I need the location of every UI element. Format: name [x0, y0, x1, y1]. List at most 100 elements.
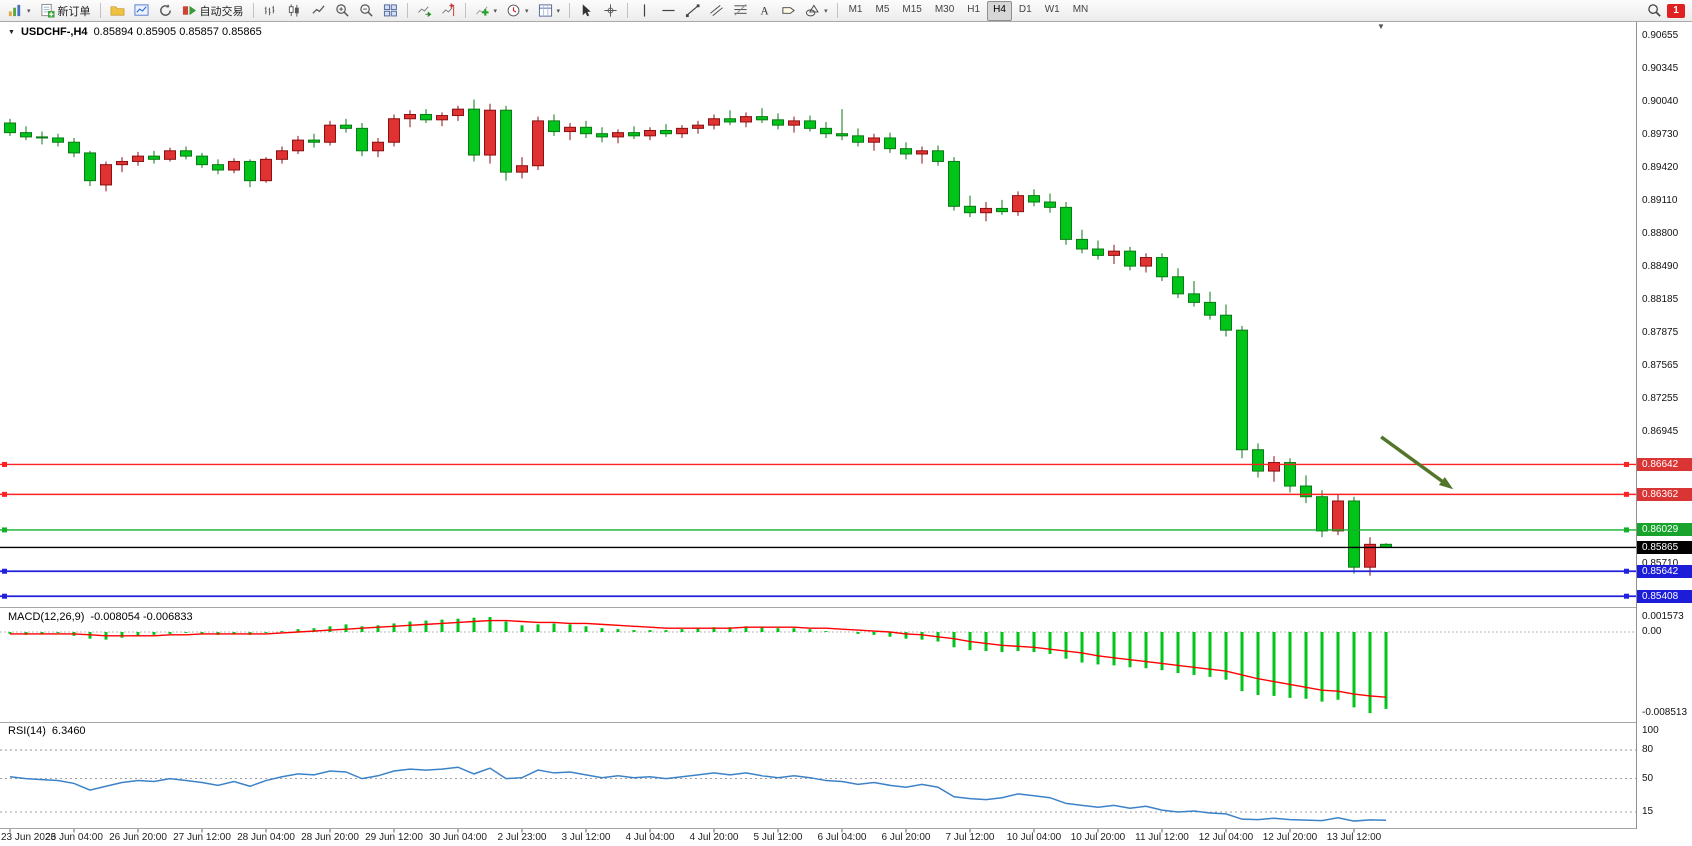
macd-values: -0.008054 -0.006833 [90, 611, 193, 623]
line-handle-right[interactable] [1624, 461, 1629, 467]
candle-body [884, 137, 896, 150]
candle-body [4, 122, 16, 134]
new-chart-button[interactable]: ▾ [4, 0, 35, 22]
horizontal-line-tool-button[interactable] [657, 0, 680, 22]
clock-icon [507, 4, 520, 17]
timeframe-button-M30[interactable]: M30 [934, 3, 955, 15]
price-scale-label: 0.87875 [1642, 326, 1679, 338]
candle-body [900, 148, 912, 155]
candle-body [52, 137, 64, 143]
indicators-button[interactable]: ▾ [471, 0, 502, 22]
candle-body [868, 137, 880, 143]
search-button[interactable] [1643, 0, 1666, 22]
time-axis[interactable]: 23 Jun 2023 26 Jun 04:00 26 Jun 20:00 27 Ju… [0, 829, 1692, 846]
candle-body [1316, 496, 1328, 532]
line-handle-right[interactable] [1624, 593, 1629, 599]
bar-chart-type-button[interactable] [259, 0, 282, 22]
algo-trading-button[interactable]: 自动交易 [178, 0, 248, 22]
autoscroll-button[interactable] [413, 0, 436, 22]
candle-body [708, 118, 720, 126]
crosshair-tool-button[interactable] [599, 0, 622, 22]
indicators-icon [475, 6, 489, 16]
tile-windows-button[interactable] [379, 0, 402, 22]
candle-body [1156, 257, 1168, 278]
symbol-period-label: USDCHF-,H4 [20, 26, 88, 38]
candle-body [1188, 293, 1200, 303]
time-axis-label: 10 Jul 20:00 [1070, 832, 1126, 843]
candle-body [68, 141, 80, 154]
text-tool-button[interactable]: A [753, 0, 776, 22]
chart-collapse-icon[interactable]: ▼ [8, 28, 15, 36]
chart-shift-button[interactable] [437, 0, 460, 22]
line-handle-left[interactable] [2, 461, 7, 467]
trendline-tool-button[interactable] [681, 0, 704, 22]
candle-body [1108, 250, 1120, 256]
candle-body [36, 136, 48, 139]
templates-button[interactable]: ▾ [534, 0, 565, 22]
rsi-line [9, 766, 1387, 822]
candle-body [164, 150, 176, 160]
line-handle-left[interactable] [2, 491, 7, 497]
chart-shift-marker[interactable]: ▼ [1377, 22, 1385, 31]
candlestick-type-button[interactable] [283, 0, 306, 22]
cursor-tool-button[interactable] [575, 0, 598, 22]
timeframe-button-D1[interactable]: D1 [1018, 3, 1032, 15]
line-handle-left[interactable] [2, 527, 7, 533]
candle-body [1172, 276, 1184, 295]
timeframe-button-M1[interactable]: M1 [848, 3, 863, 15]
text-icon: A [761, 6, 770, 18]
label-tool-button[interactable] [777, 0, 800, 22]
time-axis-label: 29 Jun 12:00 [365, 832, 423, 843]
shapes-tool-button[interactable]: ▾ [801, 0, 832, 22]
timeframe-button-MN[interactable]: MN [1072, 3, 1089, 15]
candle-body [516, 165, 528, 173]
panel-separator-macd[interactable] [0, 607, 1692, 608]
line-handle-right[interactable] [1624, 491, 1629, 497]
periods-clock-button[interactable]: ▾ [502, 0, 533, 22]
price-tag-support-2: 0.85642 [1637, 564, 1692, 578]
time-axis-label: 23 Jun 2023 [1, 832, 57, 843]
line-chart-type-icon [311, 5, 325, 14]
market-watch-button[interactable] [130, 0, 153, 22]
open-folder-button[interactable] [106, 0, 129, 22]
line-handle-right[interactable] [1624, 527, 1629, 533]
refresh-button[interactable] [154, 0, 177, 22]
zoom-in-icon [335, 4, 349, 17]
timeframe-button-H1[interactable]: H1 [967, 3, 981, 15]
time-axis-label: 26 Jun 04:00 [45, 832, 103, 843]
candle-body [340, 124, 352, 129]
vertical-line-tool-button[interactable] [633, 0, 656, 22]
candle-body [852, 135, 864, 143]
zoom-in-button[interactable] [331, 0, 354, 22]
price-scale[interactable]: 0.90655 0.90345 0.90040 0.89730 0.89420 0.891… [1636, 22, 1692, 829]
timeframe-button-W1[interactable]: W1 [1044, 3, 1060, 15]
channel-tool-button[interactable] [705, 0, 728, 22]
line-handle-right[interactable] [1624, 568, 1629, 574]
candle-body [372, 141, 384, 152]
line-handle-left[interactable] [2, 568, 7, 574]
price-tag-support-3: 0.85408 [1637, 589, 1692, 603]
notification-badge[interactable]: 1 [1667, 3, 1685, 18]
time-axis-label: 4 Jul 20:00 [689, 832, 739, 843]
line-handle-left[interactable] [2, 593, 7, 599]
panel-separator-timeaxis[interactable] [0, 828, 1692, 829]
trend-arrow-head[interactable] [1438, 476, 1454, 490]
line-chart-type-button[interactable] [307, 0, 330, 22]
price-scale-label: 0.90655 [1642, 30, 1679, 41]
toolbar-separator [406, 3, 408, 18]
trendline-icon [686, 4, 700, 18]
crosshair-icon [604, 4, 617, 17]
new-order-button[interactable]: 新订单 [36, 0, 95, 22]
cursor-icon [582, 4, 591, 17]
rsi-scale-label: 15 [1642, 806, 1654, 817]
price-scale-label: 0.86945 [1642, 426, 1679, 438]
fibonacci-tool-button[interactable] [729, 0, 752, 22]
trend-arrow[interactable] [1380, 435, 1447, 485]
timeframe-button-H4[interactable]: H4 [987, 0, 1012, 21]
timeframe-button-M15[interactable]: M15 [902, 3, 922, 15]
timeframe-button-M5[interactable]: M5 [875, 3, 890, 15]
candle-body [196, 155, 208, 166]
zoom-out-button[interactable] [355, 0, 378, 22]
panel-separator-rsi[interactable] [0, 722, 1692, 723]
